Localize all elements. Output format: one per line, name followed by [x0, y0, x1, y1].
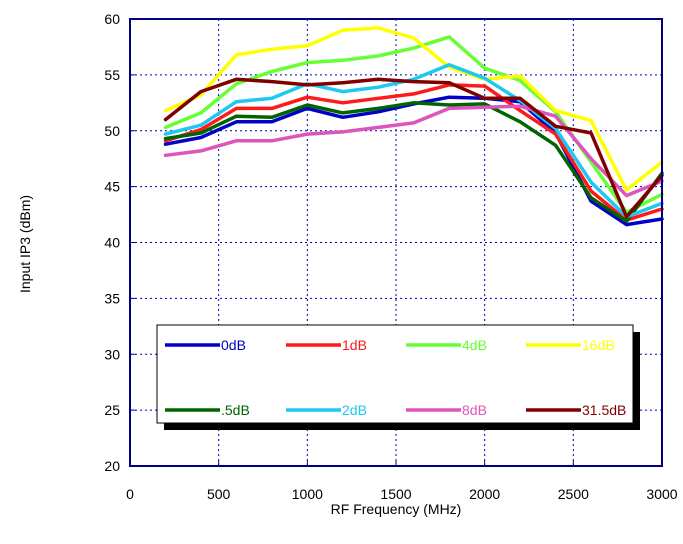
y-tick-label: 50: [104, 123, 120, 139]
y-tick-label: 55: [104, 67, 120, 83]
legend-label-16dB: 16dB: [582, 337, 615, 353]
legend-label-4dB: 4dB: [462, 337, 487, 353]
x-tick-labels: 0 500 1000 1500 2000 2500 3000: [126, 461, 678, 502]
y-tick-label: 25: [104, 402, 120, 418]
legend-label-8dB: 8dB: [462, 402, 487, 418]
y-tick-label: 45: [104, 179, 120, 195]
y-tick-label: 35: [104, 290, 120, 306]
x-tick-label: 500: [207, 486, 231, 502]
y-axis-label: Input IP3 (dBm): [17, 195, 33, 293]
legend-label-0dB: 0dB: [221, 337, 246, 353]
legend-items: 0dB 1dB 4dB 16dB .5dB 2dB 8dB 31.5dB: [165, 337, 626, 418]
legend-label--5dB: .5dB: [221, 402, 250, 418]
legend-label-2dB: 2dB: [342, 402, 367, 418]
legend-label-31-5dB: 31.5dB: [582, 402, 626, 418]
x-tick-label: 1000: [292, 486, 323, 502]
x-axis-label: RF Frequency (MHz): [331, 501, 462, 517]
legend-label-1dB: 1dB: [342, 337, 367, 353]
x-tick-label: 3000: [646, 486, 677, 502]
y-tick-label: 20: [104, 458, 120, 474]
x-tick-label: 2000: [469, 486, 500, 502]
y-tick-label: 40: [104, 235, 120, 251]
y-tick-label: 60: [104, 11, 120, 27]
y-tick-label: 30: [104, 346, 120, 362]
x-tick-label: 1500: [380, 486, 411, 502]
series-line--5dB: [163, 101, 664, 224]
series-lines: [163, 26, 664, 227]
legend-box: [156, 324, 634, 424]
legend: 0dB 1dB 4dB 16dB .5dB 2dB 8dB 31.5dB: [156, 324, 640, 430]
series-line-8dB: [163, 104, 664, 198]
series-line-16dB: [163, 26, 664, 192]
x-tick-label: 0: [126, 486, 134, 502]
series-line-1dB: [163, 83, 664, 222]
series-line-2dB: [163, 63, 664, 219]
y-tick-labels: 20 25 30 35 40 45 50 55 60: [104, 11, 135, 474]
series-line-31-5dB: [163, 77, 664, 219]
x-tick-label: 2500: [558, 486, 589, 502]
